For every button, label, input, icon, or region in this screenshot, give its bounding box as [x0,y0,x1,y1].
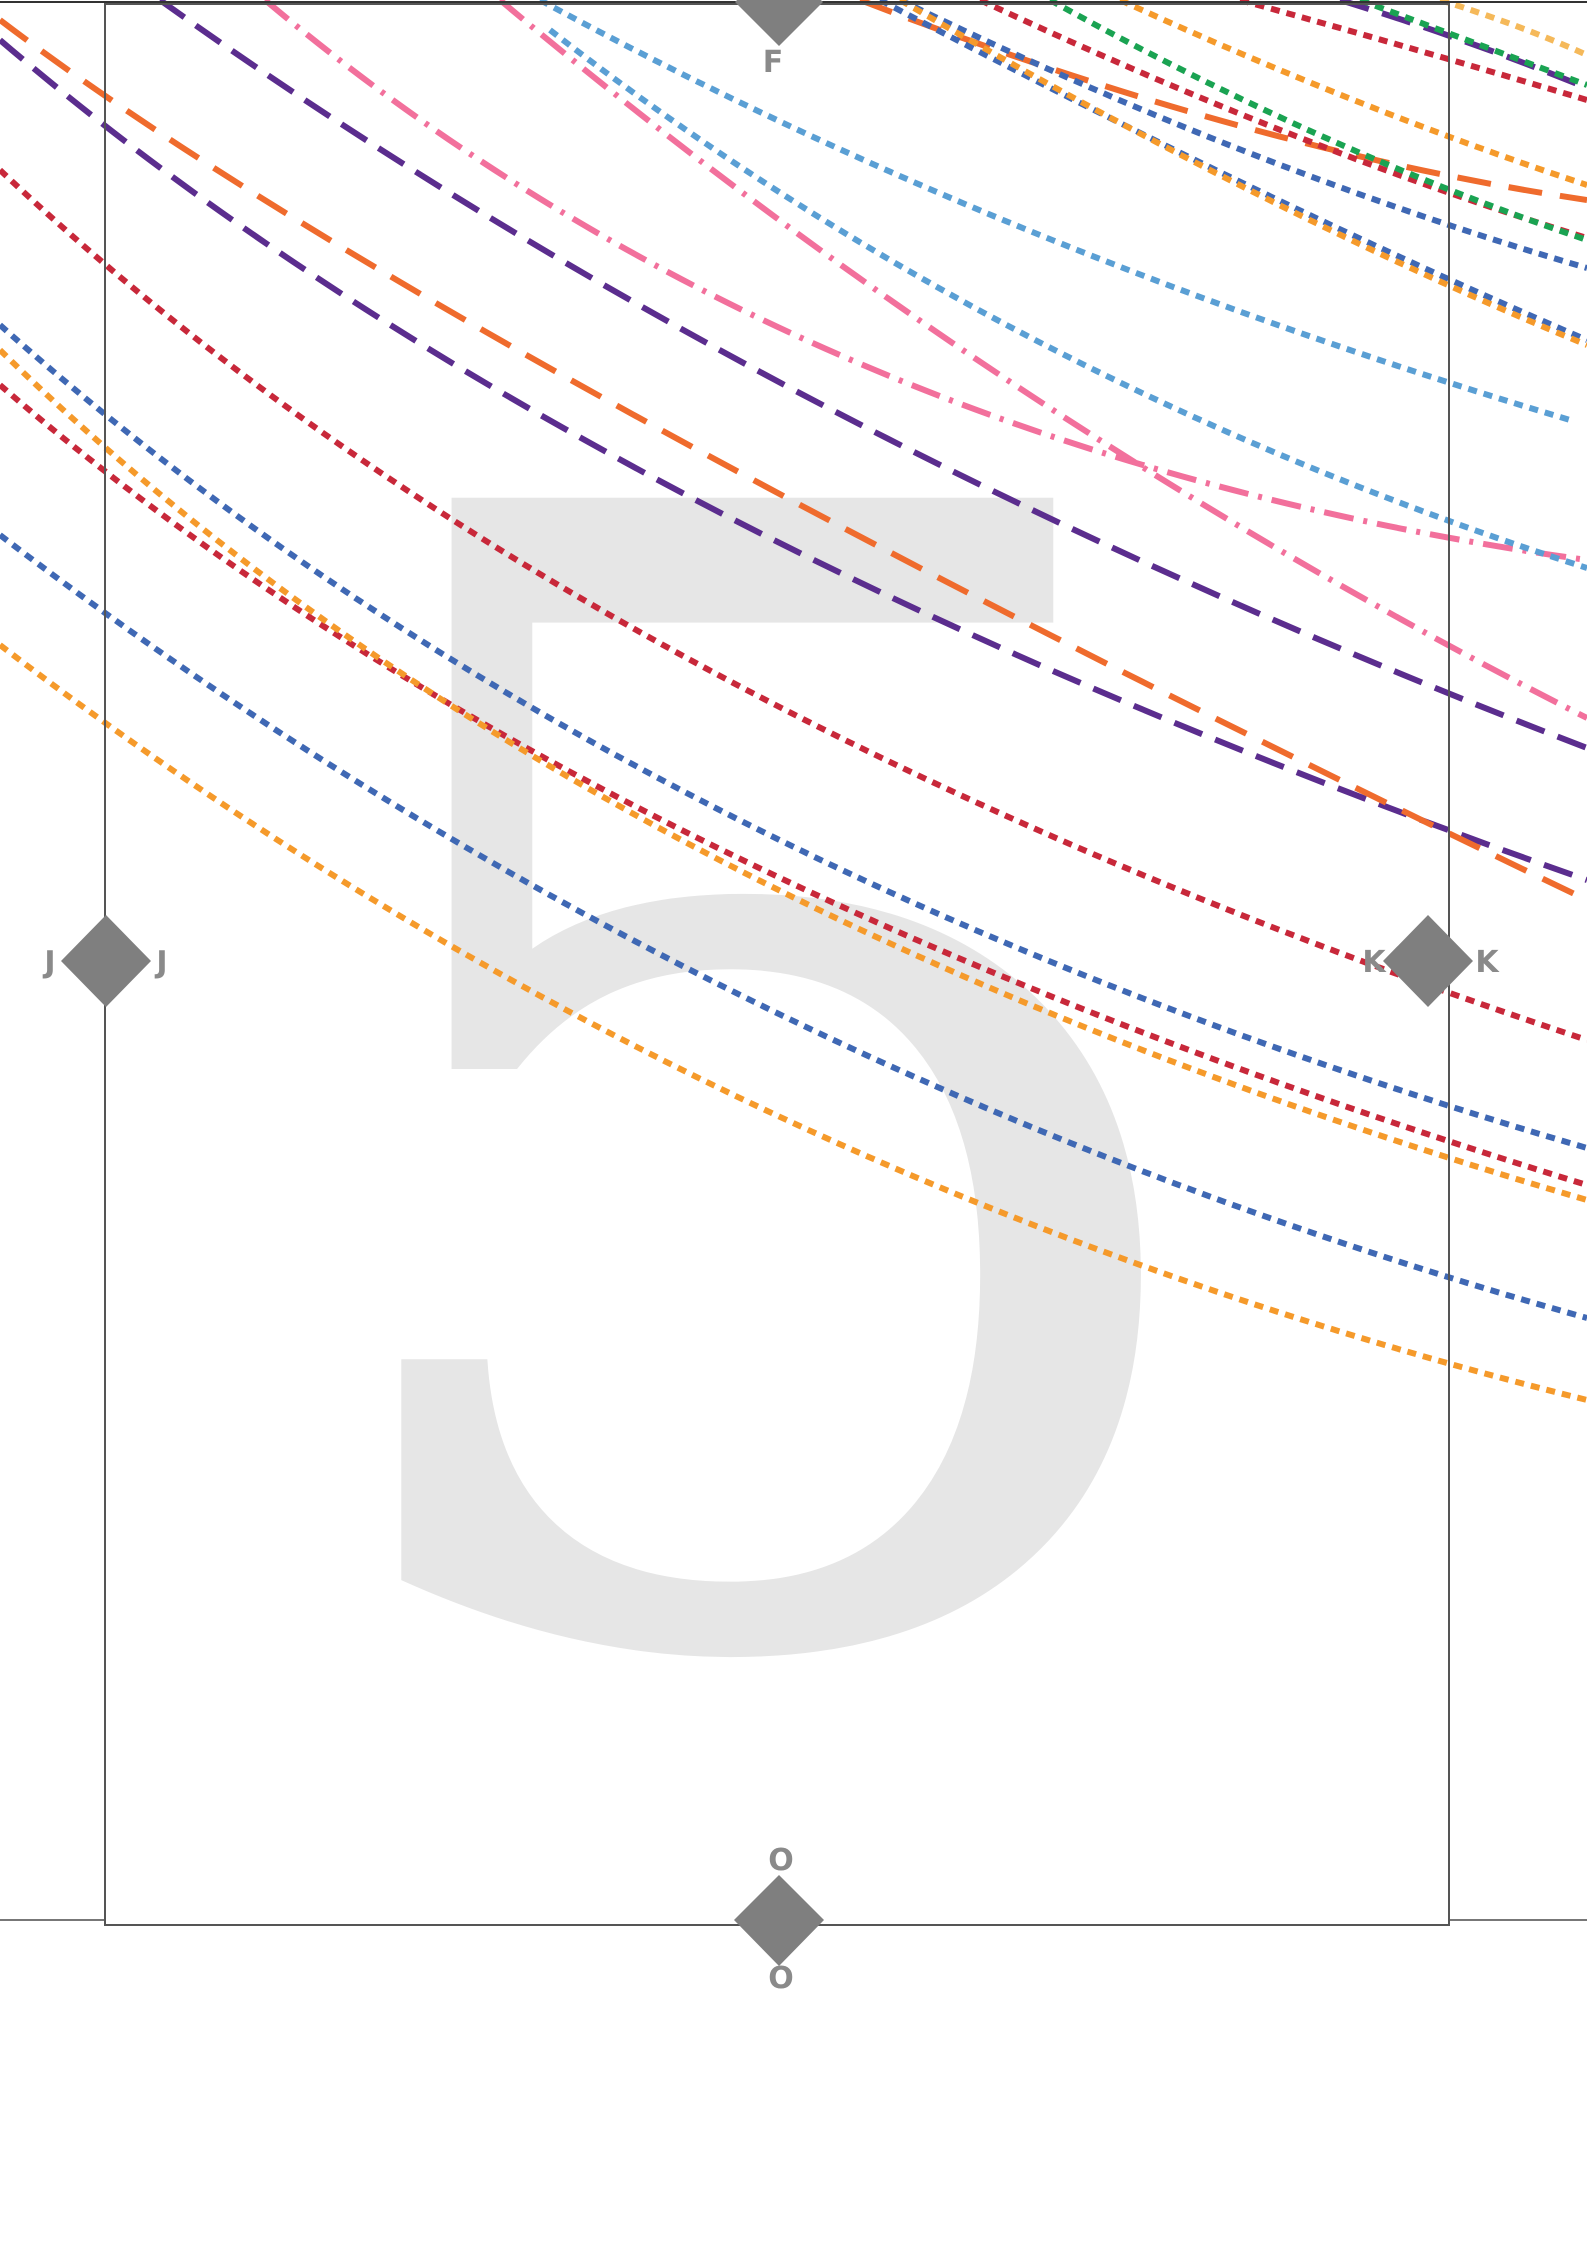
marker-o-label-top: O [768,1843,794,1878]
curve-line [1439,0,1587,58]
curve-line [1048,0,1587,243]
marker-k: K K [1362,915,1500,1007]
curve-line [1239,0,1587,103]
curve-line [498,0,1587,721]
curve-line [858,0,1587,203]
curve-line [0,322,1587,1151]
curve-line [158,0,1587,751]
diamond-icon [735,0,823,46]
curve-line [0,37,1587,883]
curve-line [263,0,1587,563]
marker-k-label-right: K [1475,945,1500,980]
curve-line [878,0,1587,343]
marker-o: O O [734,1843,824,1996]
marker-j-label-right: J [154,945,167,980]
curve-line [0,642,1587,1403]
page-number-watermark: 5 [269,187,1262,2003]
curve-line [0,167,1587,1043]
marker-f: F [735,0,823,80]
curve-line [1339,0,1587,91]
diamond-icon [734,1875,824,1966]
curve-line [898,0,1587,348]
diamond-icon [1383,915,1473,1007]
curve-line [0,532,1587,1321]
curve-line [1118,0,1587,188]
marker-f-label: F [763,45,784,80]
curve-line [0,382,1587,1188]
marker-j-label-left: J [42,945,55,980]
curve-line [548,27,1587,571]
curve-line [0,17,1587,903]
curve-lines [0,0,1587,1403]
marker-o-label-bottom: O [768,1961,794,1996]
diamond-icon [61,915,151,1007]
curve-line [0,347,1587,1203]
curve-line [1358,0,1587,88]
marker-k-label-left: K [1362,945,1387,980]
marker-j: J J [42,915,168,1007]
